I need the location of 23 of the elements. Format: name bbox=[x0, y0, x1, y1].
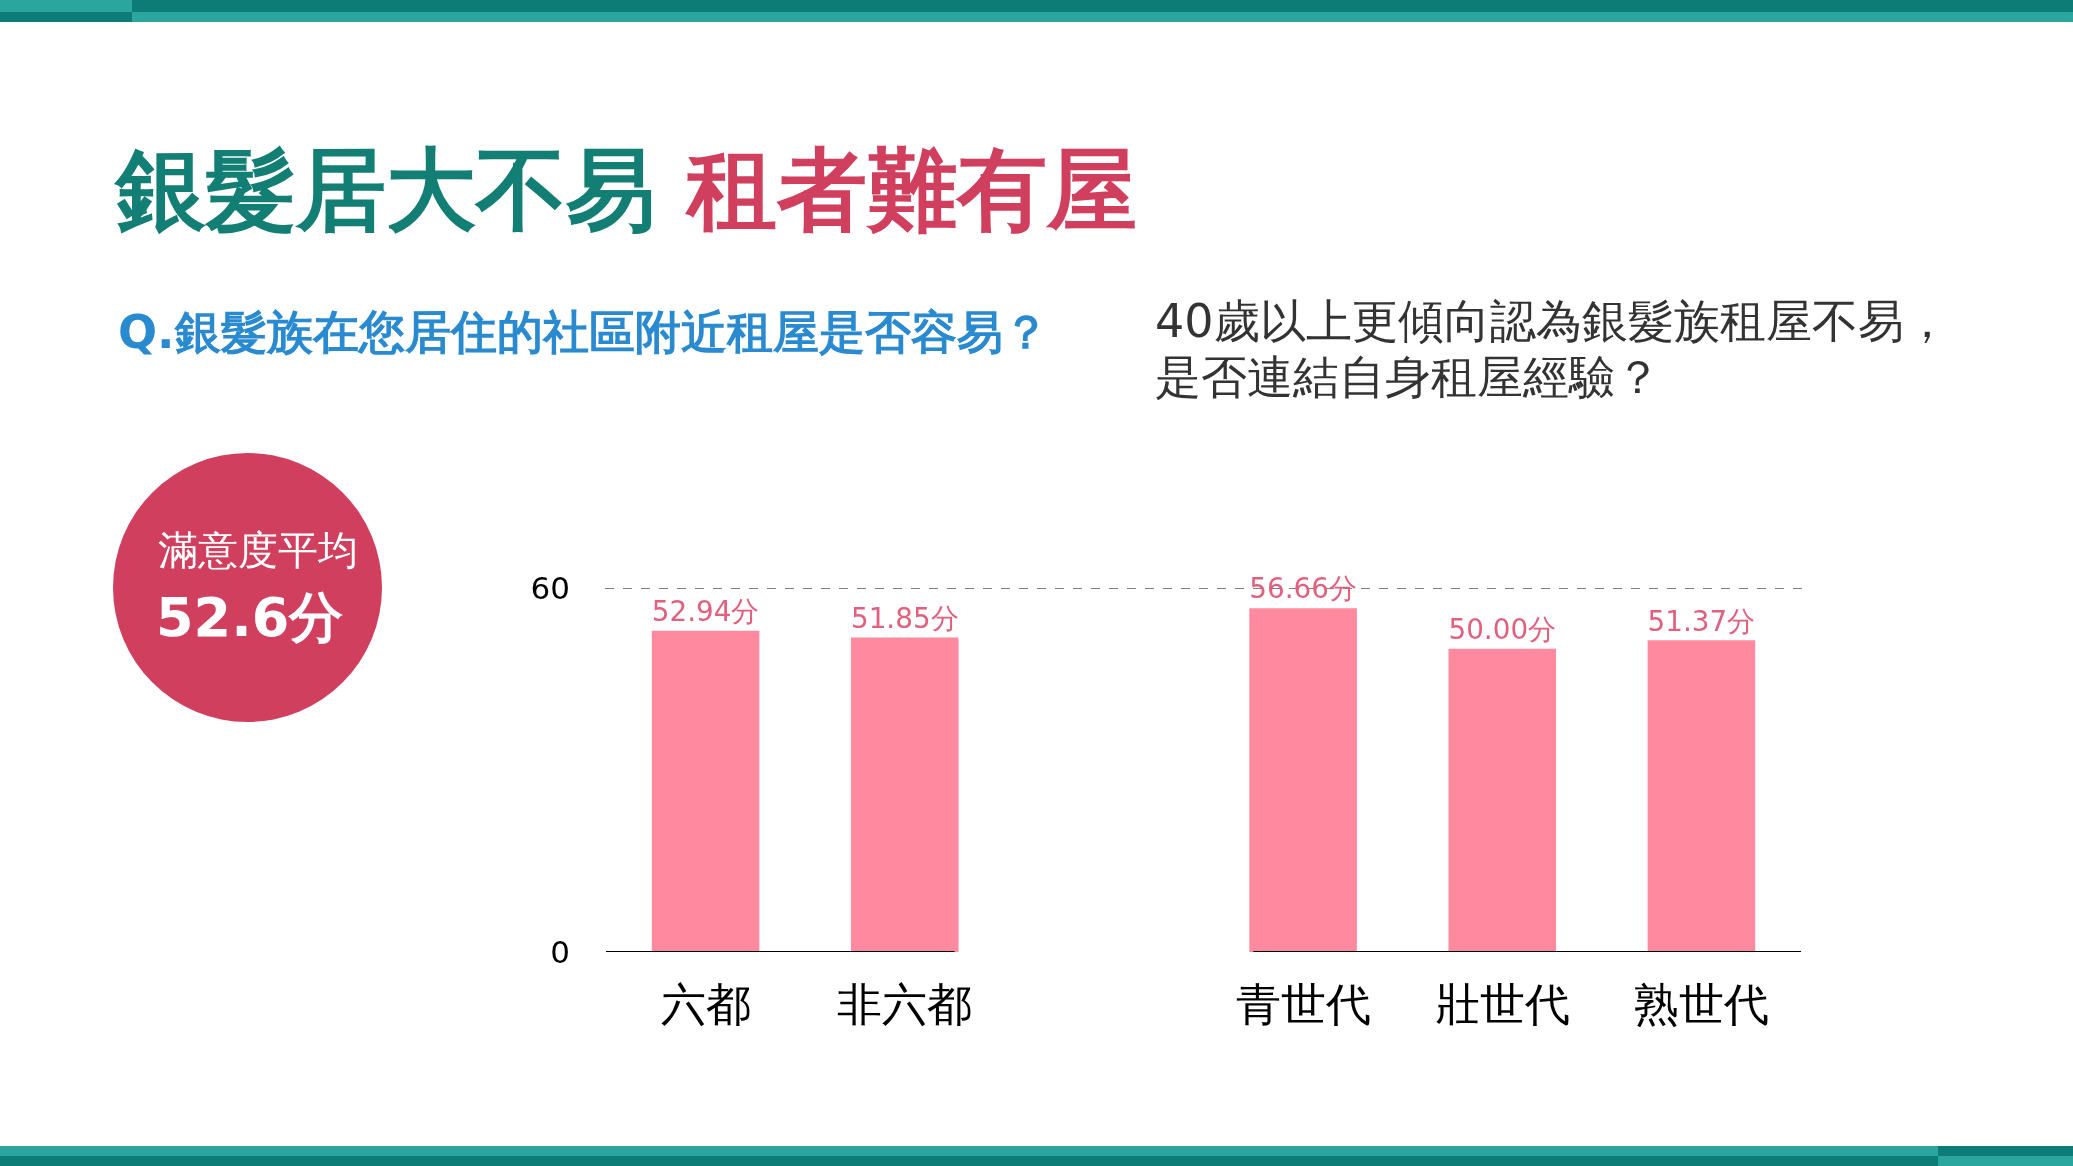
x-tick-label: 壯世代 bbox=[1434, 978, 1570, 1031]
x-tick-label: 青世代 bbox=[1235, 978, 1371, 1031]
chart-subtitle: Q.銀髮族在您居住的社區附近租屋是否容易？ bbox=[118, 305, 1049, 359]
chart-title: 銀髮居大不易 租者難有屋 bbox=[113, 137, 1138, 242]
text: 40歲以上更傾向認為銀髮族租屋不易， bbox=[1155, 294, 1950, 348]
data-label: 52.94分 bbox=[651, 595, 760, 629]
x-tick-label: 六都 bbox=[660, 978, 751, 1031]
data-label: 56.66分 bbox=[1249, 572, 1357, 606]
data-label: 50.00分 bbox=[1448, 612, 1557, 646]
bar bbox=[1647, 640, 1756, 952]
bar bbox=[1448, 648, 1557, 952]
text: 是否連結自身租屋經驗？ bbox=[1155, 350, 1661, 404]
x-tick-label: 熟世代 bbox=[1633, 978, 1769, 1031]
bar bbox=[651, 630, 760, 952]
bar bbox=[1249, 608, 1357, 952]
data-label: 51.85分 bbox=[850, 601, 959, 635]
y-tick-label: 60 bbox=[530, 569, 570, 606]
y-tick-label: 0 bbox=[550, 933, 570, 970]
bar bbox=[850, 637, 959, 952]
data-label: 51.37分 bbox=[1647, 604, 1756, 638]
x-tick-label: 非六都 bbox=[837, 978, 973, 1031]
text: 52.6分 bbox=[156, 586, 344, 649]
text: 滿意度平均 bbox=[158, 527, 358, 573]
